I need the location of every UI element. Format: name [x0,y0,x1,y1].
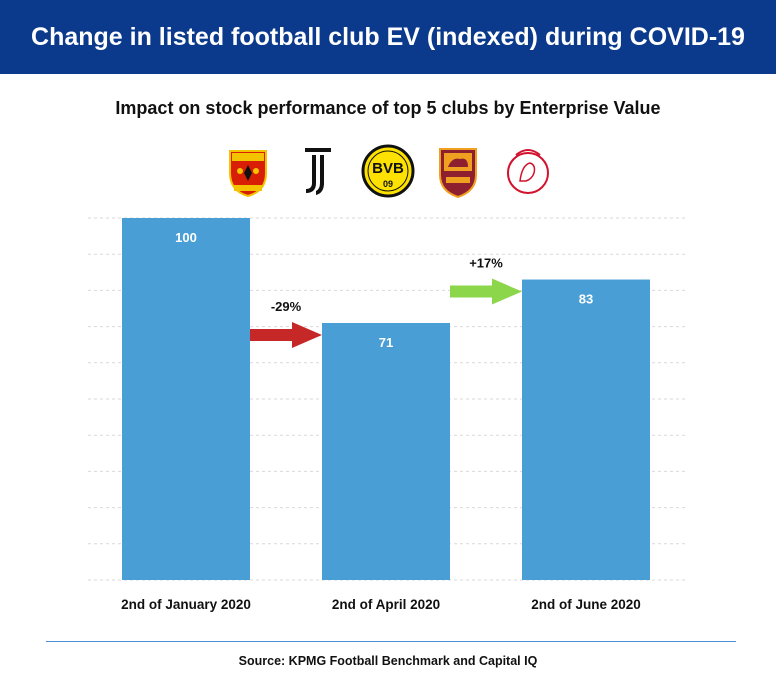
manchester-united-crest-icon [229,150,267,198]
change-label: -29% [271,299,302,314]
bar [122,218,250,580]
juventus-crest-icon [305,148,331,195]
bar [522,279,650,580]
source-note: Source: KPMG Football Benchmark and Capi… [238,654,538,668]
change-arrow [450,278,522,305]
bvb-crest-icon: BVB 09 [361,144,415,198]
x-tick-label: 2nd of April 2020 [332,597,440,612]
page-title: Change in listed football club EV (index… [31,22,745,51]
svg-text:BVB: BVB [372,160,404,177]
data-label: 83 [579,292,593,307]
bar [322,322,450,580]
x-tick-label: 2nd of June 2020 [531,597,641,612]
club-logos: BVB 09 [0,143,776,199]
change-label: +17% [469,256,503,271]
change-arrow [250,321,322,348]
x-tick-label: 2nd of January 2020 [121,597,251,612]
title-banner: Change in listed football club EV (index… [0,0,776,74]
svg-text:09: 09 [383,179,393,189]
source-divider [46,641,736,642]
data-label: 71 [379,335,393,350]
bar-chart: 100 2nd of January 2020 71 2nd of April 202… [88,217,686,612]
ajax-crest-icon [507,149,549,194]
chart-subtitle: Impact on stock performance of top 5 clu… [115,98,661,118]
roma-crest-icon [439,148,477,199]
data-label: 100 [175,230,197,245]
